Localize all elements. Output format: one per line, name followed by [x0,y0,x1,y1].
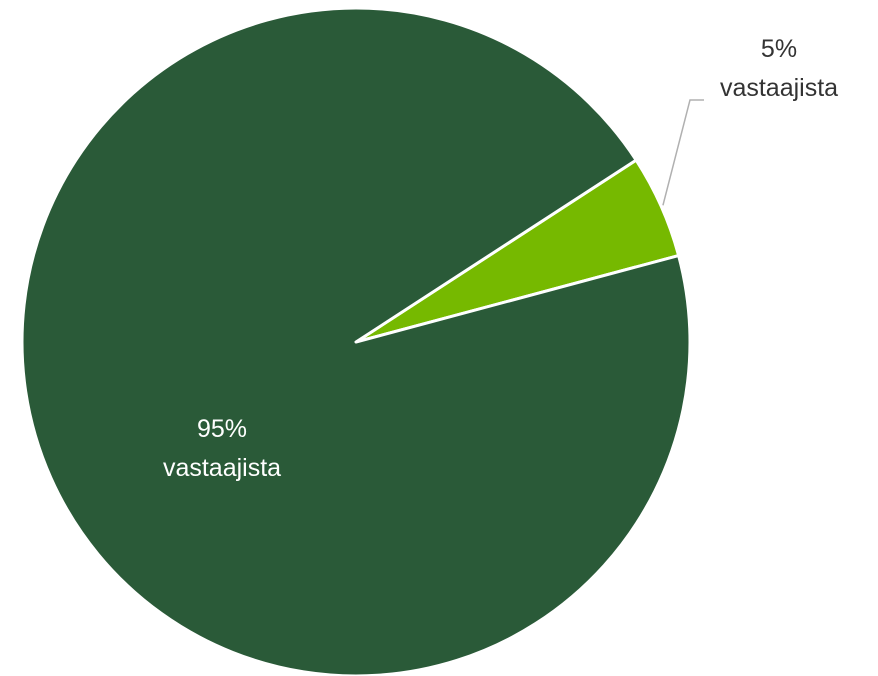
slice-label-0: 5% vastaajista [720,35,838,102]
slice-label-1: 95% vastaajista [163,415,281,482]
slice-labels: 5% vastaajista 95% vastaajista [163,35,838,482]
pie-slices [20,6,692,676]
leader-line-0 [662,99,704,206]
slice-label-line-1-0: 95% [197,415,247,443]
leader-lines [662,99,704,206]
slice-label-line-1-1: vastaajista [163,454,281,482]
slice-label-line-0-1: vastaajista [720,74,838,102]
slice-label-line-0-0: 5% [761,35,797,63]
pie-slice-1 [20,6,692,676]
